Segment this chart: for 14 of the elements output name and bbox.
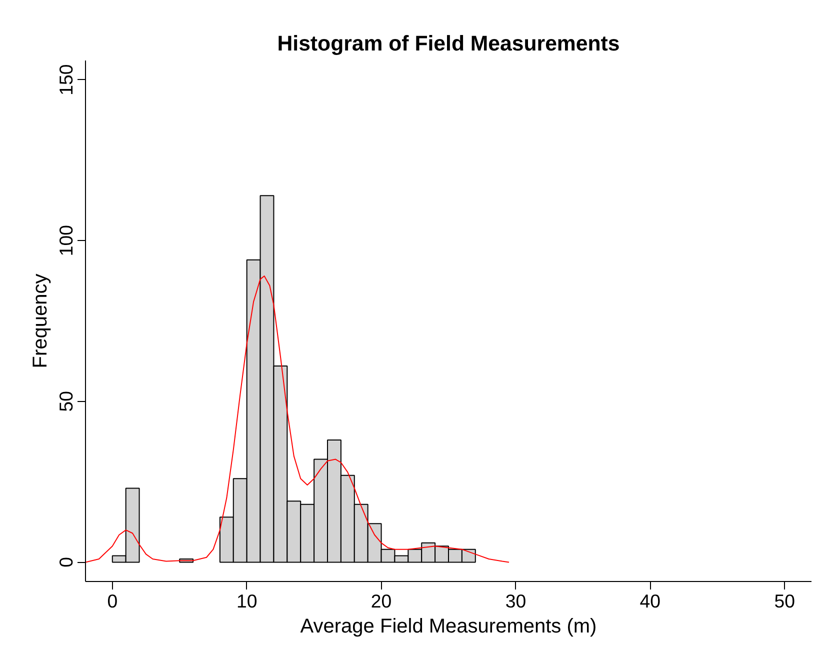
y-tick-label: 50 [56,391,76,412]
x-tick-label: 0 [107,590,118,612]
y-tick-label: 0 [56,557,76,568]
line-series [86,275,510,563]
chart-title: Histogram of Field Measurements [277,32,620,56]
y-tick-label: 150 [56,64,76,96]
x-tick-label: 10 [236,590,258,612]
y-axis-title: Frequency [30,274,52,368]
y-tick-label: 100 [56,225,76,256]
x-tick-label: 50 [774,590,795,612]
x-tick-label: 40 [640,590,661,612]
x-axis-title: Average Field Measurements (m) [300,616,597,638]
x-tick-label: 30 [505,590,526,612]
x-tick-label: 20 [370,590,392,612]
